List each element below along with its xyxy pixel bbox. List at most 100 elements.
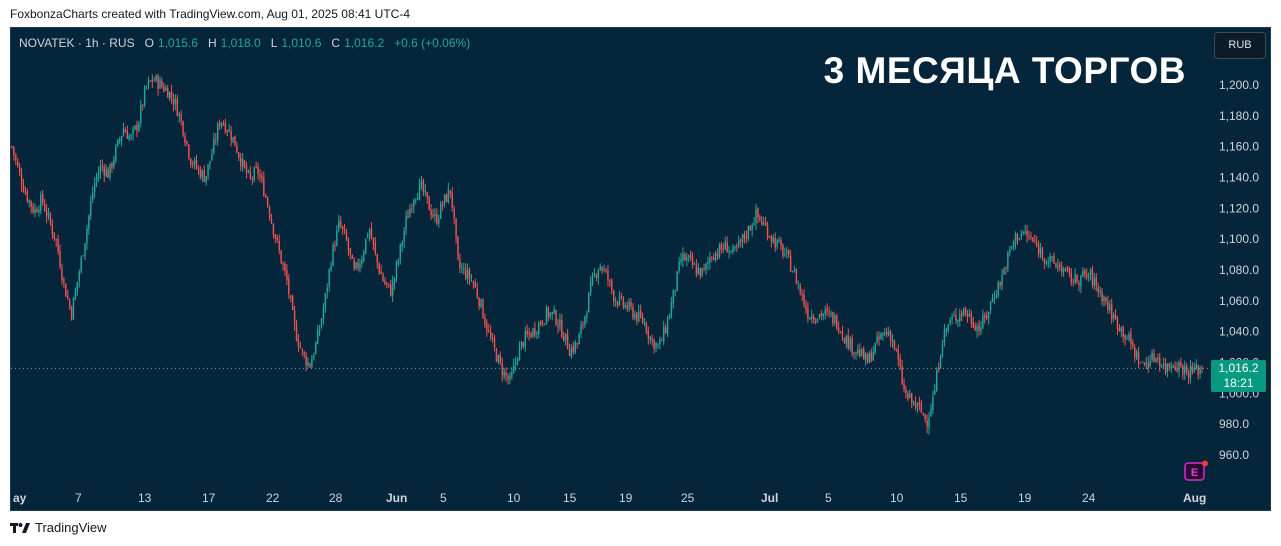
price-chart[interactable]: 1,200.0 1,180.0 1,160.0 1,140.0 1,120.0 1,100… (11, 28, 1271, 511)
candle-body (914, 402, 917, 408)
candle-body (15, 154, 17, 160)
high-value: 1,018.0 (220, 36, 261, 50)
candle-body (766, 226, 769, 238)
earnings-E-icon[interactable]: E (1183, 460, 1209, 482)
candle-body (839, 331, 842, 333)
candle-body (420, 181, 423, 184)
candle-body (93, 182, 96, 192)
candle-body (255, 166, 257, 168)
candle-body (66, 295, 69, 299)
y-tick-label: 1,100.0 (1219, 232, 1259, 246)
candle-body (453, 209, 455, 219)
candle-body (20, 174, 23, 186)
candle-body (257, 166, 259, 174)
candle-body (764, 222, 767, 226)
candle-body (966, 313, 969, 318)
candle-body (418, 183, 421, 200)
candle-body (795, 269, 798, 285)
candle-body (1049, 255, 1051, 261)
candle-body (364, 238, 367, 254)
candle-body (1189, 365, 1192, 379)
candle-body (91, 192, 94, 201)
candle-body (547, 308, 550, 318)
candle-body (828, 311, 830, 313)
candle-body (380, 271, 382, 275)
y-tick-label: 1,060.0 (1219, 294, 1259, 308)
candle-body (905, 389, 907, 393)
candle-body (1105, 296, 1107, 303)
candle-body (180, 114, 182, 121)
candle-body (182, 121, 184, 136)
candle-body (814, 321, 817, 323)
candle-body (288, 279, 290, 295)
candle-body (1199, 368, 1201, 374)
candle-body (876, 336, 878, 343)
candle-body (236, 145, 238, 153)
candle-body (718, 244, 721, 258)
candle-body (624, 304, 626, 308)
candle-body (1197, 364, 1199, 375)
candle-body (1110, 303, 1113, 320)
candle-body (393, 277, 396, 284)
candle-body (305, 355, 307, 366)
candle-body (395, 262, 398, 277)
candle-body (1141, 361, 1144, 363)
candle-body (422, 180, 425, 193)
candle-body (703, 268, 705, 270)
candle-body (49, 214, 52, 224)
candle-body (309, 363, 311, 367)
candle-body (901, 366, 903, 384)
candle-body (539, 321, 542, 325)
candle-body (1145, 362, 1148, 365)
candle-body (203, 170, 205, 182)
candle-body (664, 327, 667, 333)
candle-body (597, 270, 600, 279)
candle-body (1134, 347, 1136, 358)
candle-body (228, 129, 230, 132)
candle-body (847, 335, 850, 349)
candle-body (399, 244, 402, 260)
candle-body (215, 139, 217, 141)
candle-body (943, 330, 946, 343)
candle-body (759, 216, 761, 220)
candle-body (1178, 361, 1180, 372)
candle-body (970, 313, 973, 324)
candle-body (878, 336, 880, 340)
candle-body (864, 353, 867, 361)
candle-body (607, 270, 609, 280)
candle-body (51, 223, 54, 234)
candle-body (268, 207, 271, 218)
candle-body (470, 280, 473, 282)
candle-body (303, 351, 305, 355)
candle-body (63, 278, 65, 283)
candle-body (330, 265, 332, 270)
candle-body (834, 315, 836, 323)
x-tick-label: Aug (1183, 491, 1206, 505)
candle-body (259, 174, 261, 177)
candle-body (737, 240, 740, 246)
candle-body (799, 285, 801, 293)
candle-body (991, 298, 994, 303)
x-tick-label: 28 (329, 491, 343, 505)
candle-body (447, 189, 450, 203)
candle-body (397, 259, 400, 264)
candle-body (682, 253, 684, 261)
candle-body (643, 322, 646, 325)
chart-panel[interactable]: 1,200.0 1,180.0 1,160.0 1,140.0 1,120.0 1,100… (10, 27, 1271, 511)
candle-body (1118, 327, 1121, 332)
candle-body (253, 168, 255, 181)
candle-body (463, 268, 465, 270)
candle-body (95, 177, 98, 182)
candle-body (687, 255, 690, 258)
candle-body (599, 266, 601, 270)
candle-body (849, 338, 851, 349)
candle-body (222, 123, 225, 125)
candle-body (1155, 358, 1157, 363)
candle-body (1160, 366, 1163, 368)
candle-body (478, 297, 480, 307)
candle-body (872, 351, 874, 361)
currency-button[interactable]: RUB (1214, 32, 1266, 59)
candle-body (536, 333, 538, 335)
candle-body (384, 280, 386, 285)
candle-body (909, 393, 911, 398)
